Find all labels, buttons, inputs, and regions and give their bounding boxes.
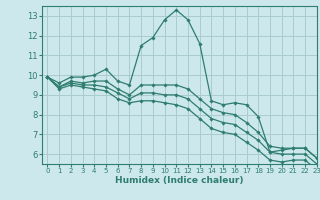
X-axis label: Humidex (Indice chaleur): Humidex (Indice chaleur) <box>115 176 244 185</box>
